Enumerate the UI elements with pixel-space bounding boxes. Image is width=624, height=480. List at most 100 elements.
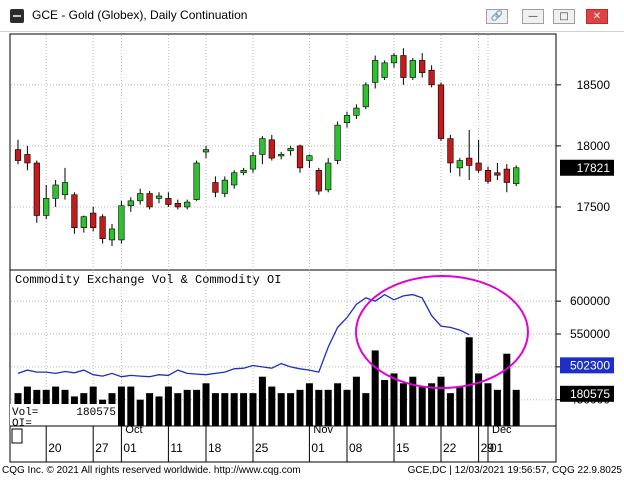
volume-bar [446,393,454,426]
volume-bar [409,376,417,426]
oi-series-line [17,293,470,378]
link-button[interactable]: 🔗 [486,9,508,24]
price-tick-label: 17500 [577,200,611,214]
candle-body [381,62,388,78]
volume-bar [258,376,266,426]
date-tick-label: 20 [48,441,62,455]
volume-bar [230,393,238,426]
candle-body [494,172,501,176]
instrument-timestamp: GCE,DC | 12/03/2021 19:56:57, CQG 22.9.8… [407,465,622,476]
gold-chart[interactable]: 175001800018500600000550000500000450000 … [0,32,624,464]
candle-body [80,216,87,229]
scroll-handle[interactable] [11,428,23,444]
volume-bar [371,350,379,426]
candle-body [99,216,106,239]
candle-body [71,194,78,229]
candle-body [90,212,97,229]
volume-bar [211,393,219,426]
candle-body [231,172,238,186]
volume-bar [343,389,351,426]
price-tick-label: 18500 [577,78,611,92]
volume-bar [503,353,511,426]
date-tick-label: 29 [481,441,495,455]
candle-body [437,84,445,139]
oi-last-badge-bg [560,357,614,374]
volume-bar [240,393,248,426]
last-price-badge-bg [560,159,614,176]
candle-body [475,162,482,171]
volume-bar [484,383,492,426]
date-tick-label: 08 [349,441,363,455]
volume-bar [221,393,229,426]
volume-bar [183,389,191,426]
oi-last-badge: 502300 [570,358,610,372]
month-label: Oct [125,424,142,436]
volume-tick-label: 550000 [570,327,610,341]
maximize-button[interactable]: □ [553,9,575,24]
candle-body [390,55,398,64]
volume-tick-label: 600000 [570,294,610,308]
volume-bar [475,373,483,426]
date-tick-label: 25 [255,441,269,455]
month-label: Nov [313,424,333,436]
month-label: Dec [492,424,512,436]
candle-body [240,170,247,174]
candle-body [456,160,463,169]
minimize-button[interactable]: — [522,9,544,24]
candle-body [362,84,369,108]
window-titlebar: GCE - Gold (Globex), Daily Continuation … [0,0,624,32]
volume-bar [164,386,172,426]
volume-bar [287,393,295,426]
candle-body [372,60,379,83]
volume-bar [428,383,436,426]
candle-body [52,184,59,199]
volume-bar [381,380,389,426]
close-button[interactable]: ✕ [586,9,608,24]
candle-body [513,167,520,185]
volume-bar [465,337,473,426]
candle-body [127,200,134,207]
volume-bar [249,393,257,426]
candle-body [409,60,416,78]
date-tick-label: 15 [396,441,410,455]
date-tick-label: 22 [443,441,457,455]
candle-body [155,195,163,199]
price-tick-label: 18000 [577,139,611,153]
volume-bar [390,373,398,426]
volume-bar [296,389,304,426]
candle-body [325,162,332,191]
volume-bar [437,376,445,426]
candle-body [33,162,40,216]
candle-body [43,198,50,216]
candle-body [447,138,454,164]
volume-last-badge-bg [560,385,614,402]
copyright-text: CQG Inc. © 2021 All rights reserved worl… [2,465,301,476]
volume-bar [268,386,276,426]
readout-box [10,404,118,426]
volume-bar [418,386,426,426]
volume-bar [155,396,163,426]
candle-body [137,193,144,202]
candle-body [259,138,266,155]
candle-body [278,154,285,157]
vol-readout-label: Vol= [12,407,38,419]
volume-bar [202,383,210,426]
volume-bar [362,393,370,426]
candle-body [202,149,210,153]
candle-body [108,228,116,241]
window-title: GCE - Gold (Globex), Daily Continuation [32,8,248,22]
volume-bar [146,393,154,426]
candle-body [14,149,22,161]
volume-bar [117,386,125,426]
candle-body [212,182,219,193]
candle-body [193,162,200,200]
candle-body [353,107,360,116]
candle-body [315,170,322,192]
date-tick-label: 18 [208,441,222,455]
date-tick-label: 01 [490,441,504,455]
volume-bar [174,393,182,426]
candle-body [24,154,31,164]
candle-body [503,168,510,183]
candle-body [287,148,294,152]
volume-bar [305,383,313,426]
